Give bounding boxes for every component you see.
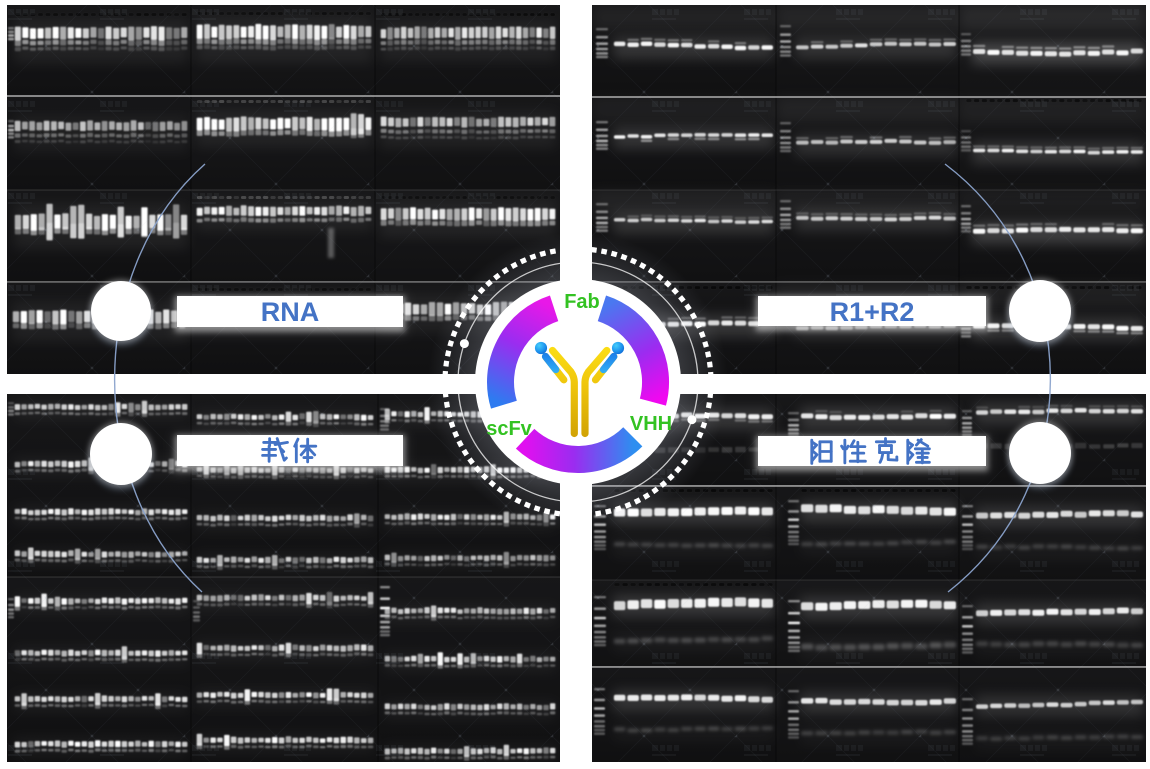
svg-text:RNA: RNA [261, 297, 320, 327]
svg-text:R1+R2: R1+R2 [830, 297, 915, 327]
svg-text:Fab: Fab [564, 291, 600, 313]
svg-text:scFv: scFv [486, 418, 532, 440]
svg-text:VHH: VHH [630, 413, 672, 435]
